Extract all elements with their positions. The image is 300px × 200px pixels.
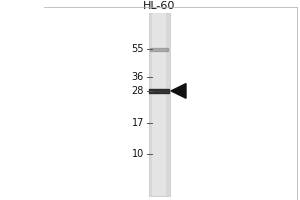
Bar — [148, 13, 170, 196]
Bar — [152, 13, 166, 196]
Text: 10: 10 — [132, 149, 144, 159]
Text: 36: 36 — [132, 72, 144, 82]
Text: 28: 28 — [132, 86, 144, 96]
Text: HL-60: HL-60 — [143, 1, 175, 11]
Text: 17: 17 — [132, 118, 144, 128]
Polygon shape — [171, 84, 186, 98]
Text: 55: 55 — [131, 44, 144, 54]
